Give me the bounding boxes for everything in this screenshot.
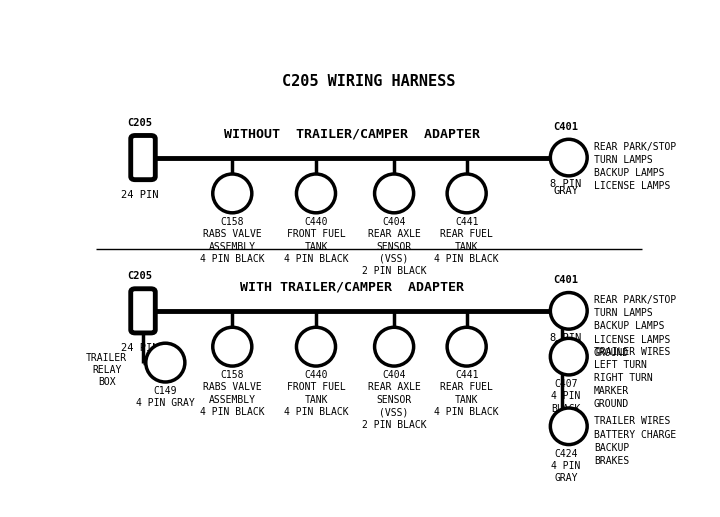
FancyBboxPatch shape [131, 135, 156, 180]
Text: C424
4 PIN
GRAY: C424 4 PIN GRAY [552, 449, 580, 483]
Ellipse shape [447, 174, 486, 213]
Ellipse shape [297, 174, 336, 213]
Text: GRAY: GRAY [554, 186, 578, 196]
Ellipse shape [213, 327, 252, 366]
Text: 24 PIN: 24 PIN [122, 343, 159, 354]
Text: 24 PIN: 24 PIN [122, 190, 159, 200]
Text: REAR PARK/STOP
TURN LAMPS
BACKUP LAMPS
LICENSE LAMPS
GROUND: REAR PARK/STOP TURN LAMPS BACKUP LAMPS L… [594, 295, 676, 358]
Text: REAR PARK/STOP
TURN LAMPS
BACKUP LAMPS
LICENSE LAMPS: REAR PARK/STOP TURN LAMPS BACKUP LAMPS L… [594, 142, 676, 191]
Ellipse shape [213, 174, 252, 213]
Text: TRAILER
RELAY
BOX: TRAILER RELAY BOX [86, 353, 127, 387]
Text: C149
4 PIN GRAY: C149 4 PIN GRAY [136, 386, 194, 408]
Ellipse shape [550, 139, 588, 176]
Ellipse shape [550, 293, 588, 329]
Ellipse shape [145, 343, 185, 382]
Text: 8 PIN: 8 PIN [550, 179, 582, 189]
Text: GRAY: GRAY [554, 340, 578, 349]
Text: 8 PIN: 8 PIN [550, 333, 582, 343]
Text: C404
REAR AXLE
SENSOR
(VSS)
2 PIN BLACK: C404 REAR AXLE SENSOR (VSS) 2 PIN BLACK [361, 370, 426, 430]
Ellipse shape [550, 408, 588, 445]
Text: C158
RABS VALVE
ASSEMBLY
4 PIN BLACK: C158 RABS VALVE ASSEMBLY 4 PIN BLACK [200, 370, 265, 417]
Text: WITHOUT  TRAILER/CAMPER  ADAPTER: WITHOUT TRAILER/CAMPER ADAPTER [224, 127, 480, 140]
Text: C407
4 PIN
BLACK: C407 4 PIN BLACK [552, 379, 580, 414]
Text: C401: C401 [554, 121, 578, 132]
Text: C440
FRONT FUEL
TANK
4 PIN BLACK: C440 FRONT FUEL TANK 4 PIN BLACK [284, 217, 348, 264]
FancyBboxPatch shape [131, 289, 156, 333]
Text: C205: C205 [127, 271, 153, 281]
Ellipse shape [447, 327, 486, 366]
Text: C205 WIRING HARNESS: C205 WIRING HARNESS [282, 74, 456, 89]
Text: C401: C401 [554, 275, 578, 285]
Text: TRAILER WIRES
LEFT TURN
RIGHT TURN
MARKER
GROUND: TRAILER WIRES LEFT TURN RIGHT TURN MARKE… [594, 347, 670, 409]
Text: C440
FRONT FUEL
TANK
4 PIN BLACK: C440 FRONT FUEL TANK 4 PIN BLACK [284, 370, 348, 417]
Text: WITH TRAILER/CAMPER  ADAPTER: WITH TRAILER/CAMPER ADAPTER [240, 280, 464, 294]
Text: C441
REAR FUEL
TANK
4 PIN BLACK: C441 REAR FUEL TANK 4 PIN BLACK [434, 217, 499, 264]
Text: C441
REAR FUEL
TANK
4 PIN BLACK: C441 REAR FUEL TANK 4 PIN BLACK [434, 370, 499, 417]
Text: C404
REAR AXLE
SENSOR
(VSS)
2 PIN BLACK: C404 REAR AXLE SENSOR (VSS) 2 PIN BLACK [361, 217, 426, 277]
Ellipse shape [550, 338, 588, 375]
Ellipse shape [374, 327, 413, 366]
Text: TRAILER WIRES
BATTERY CHARGE
BACKUP
BRAKES: TRAILER WIRES BATTERY CHARGE BACKUP BRAK… [594, 416, 676, 466]
Text: C205: C205 [127, 118, 153, 128]
Text: C158
RABS VALVE
ASSEMBLY
4 PIN BLACK: C158 RABS VALVE ASSEMBLY 4 PIN BLACK [200, 217, 265, 264]
Ellipse shape [297, 327, 336, 366]
Ellipse shape [374, 174, 413, 213]
